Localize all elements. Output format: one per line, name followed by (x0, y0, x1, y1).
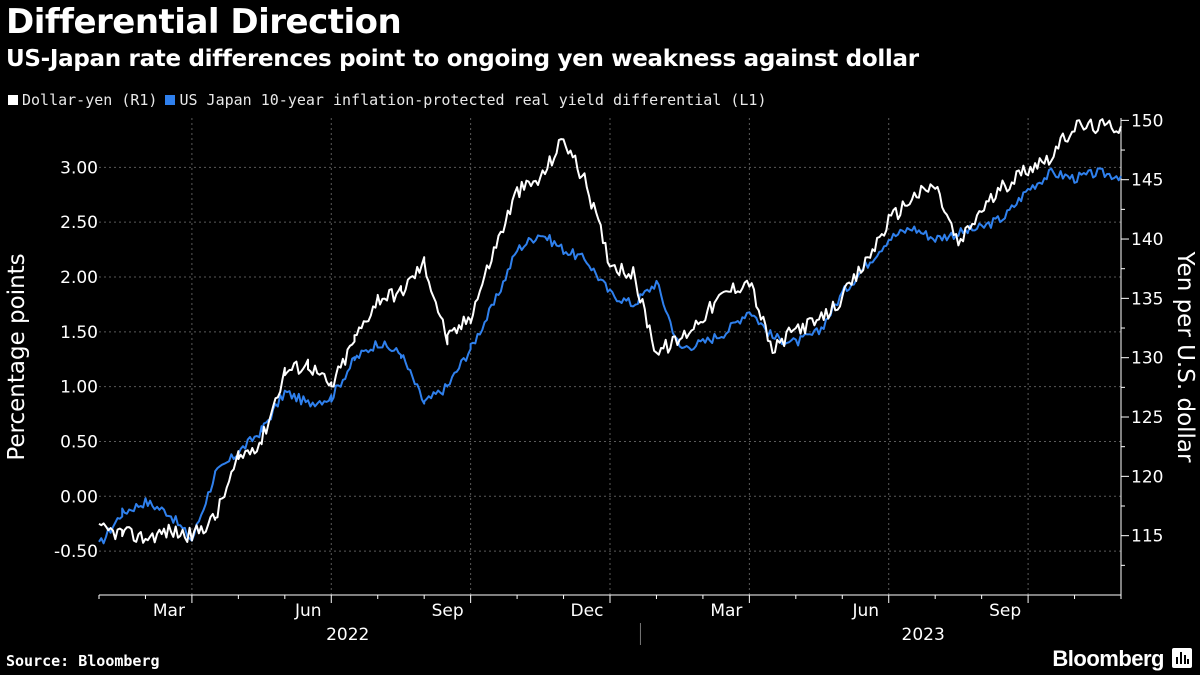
legend-item-real-yield: US Japan 10-year inflation-protected rea… (165, 91, 766, 109)
legend-label-dollar-yen: Dollar-yen (R1) (22, 91, 158, 109)
series-line-dollar-yen (98, 118, 1122, 544)
bloomberg-terminal-icon (1172, 648, 1192, 668)
left-axis-ticks: -0.50 0.00 0.50 1.00 1.50 2.00 2.50 3.00 (54, 158, 98, 562)
left-tick-label: 0.00 (60, 487, 98, 507)
legend-label-real-yield: US Japan 10-year inflation-protected rea… (179, 91, 767, 109)
right-tick-label: 120 (1131, 467, 1163, 487)
left-tick-label: 1.50 (60, 323, 98, 343)
bloomberg-logo: Bloomberg (1052, 646, 1164, 671)
chart-series (98, 118, 1122, 545)
source-note: Source: Bloomberg (6, 652, 160, 670)
right-axis-ticks: 115 120 125 130 135 140 145 150 (1121, 111, 1163, 566)
legend-swatch-real-yield (165, 95, 176, 105)
left-tick-label: 1.00 (60, 378, 98, 398)
x-tick-label: Jun (294, 601, 322, 621)
right-tick-label: 135 (1131, 289, 1163, 309)
right-tick-label: 150 (1131, 111, 1163, 131)
left-tick-label: 3.00 (60, 158, 98, 178)
left-tick-label: 2.00 (60, 268, 98, 288)
x-axis-ticks: Mar Jun Sep Dec Mar Jun Sep 2022 2023 (98, 595, 1122, 645)
chart-subtitle: US-Japan rate differences point to ongoi… (6, 46, 919, 72)
x-tick-label: Mar (153, 601, 185, 621)
chart-title: Differential Direction (6, 2, 402, 42)
series-line-real-yield-diff (98, 167, 1122, 545)
horizontal-grid (99, 166, 1121, 552)
x-tick-label: Dec (571, 601, 604, 621)
right-tick-label: 125 (1131, 408, 1163, 428)
left-tick-label: 2.50 (60, 213, 98, 233)
chart-legend: Dollar-yen (R1) US Japan 10-year inflati… (8, 91, 766, 109)
right-tick-label: 145 (1131, 171, 1163, 191)
x-tick-label: Mar (710, 601, 742, 621)
right-tick-label: 130 (1131, 349, 1163, 369)
x-tick-label: Jun (851, 601, 879, 621)
right-axis-title: Yen per U.S. dollar (1172, 251, 1198, 463)
right-tick-label: 140 (1131, 230, 1163, 250)
left-tick-label: 0.50 (60, 432, 98, 452)
legend-item-dollar-yen: Dollar-yen (R1) (8, 91, 157, 109)
year-label-2022: 2022 (326, 625, 369, 645)
x-tick-label: Sep (989, 601, 1021, 621)
right-tick-label: 115 (1131, 527, 1163, 547)
left-tick-label: -0.50 (54, 542, 98, 562)
x-tick-label: Sep (432, 601, 464, 621)
left-axis-title: Percentage points (4, 253, 30, 460)
legend-swatch-dollar-yen (8, 95, 18, 105)
vertical-grid (191, 118, 1029, 595)
year-label-2023: 2023 (902, 625, 945, 645)
